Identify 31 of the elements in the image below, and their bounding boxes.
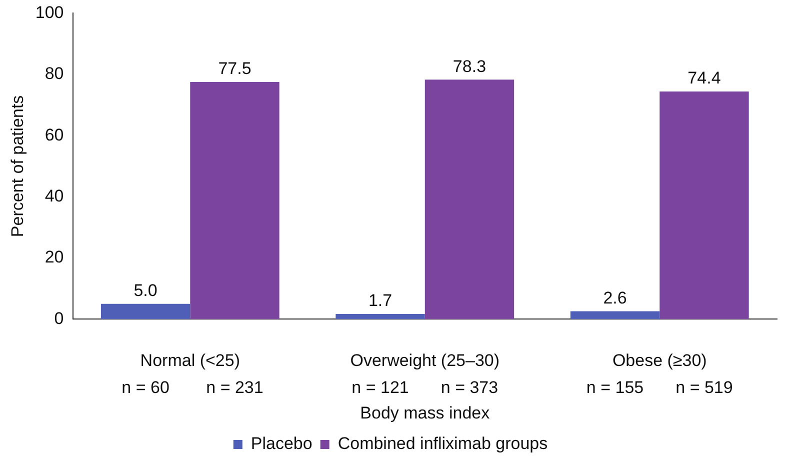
y-tick-label: 100: [35, 2, 64, 22]
x-tick-label: Normal (<25): [140, 351, 240, 370]
y-tick-label: 20: [44, 248, 64, 267]
bar: [336, 314, 425, 320]
text: n = 60: [122, 378, 170, 398]
text: n = 155: [586, 378, 644, 398]
text: n = 231: [206, 378, 264, 398]
x-tick-label: Obese (≥30): [612, 351, 707, 370]
legend-label: Combined infliximab groups: [338, 434, 548, 454]
bar: [660, 92, 749, 320]
y-tick-label: 80: [44, 64, 64, 84]
bar: [424, 80, 514, 320]
bar: [190, 82, 280, 320]
x-tick-label: Overweight (25–30): [350, 351, 500, 370]
data-label: 78.3: [452, 56, 486, 76]
legend-label: Placebo: [250, 434, 312, 454]
y-tick-label: 60: [44, 125, 64, 144]
data-label: 77.5: [218, 59, 252, 78]
x-axis-title: Body mass index: [360, 403, 490, 422]
data-label: 74.4: [688, 68, 721, 88]
data-label: 5.0: [134, 281, 158, 300]
y-tick-label: 0: [54, 308, 64, 328]
bar: [100, 304, 190, 320]
bar: [570, 311, 660, 320]
y-tick-label: 40: [44, 186, 64, 206]
text: n = 373: [440, 378, 498, 398]
text: n = 519: [676, 378, 733, 398]
y-axis-title: Percent of patients: [8, 95, 27, 238]
text: n = 121: [352, 378, 409, 398]
data-label: 1.7: [368, 291, 392, 310]
data-label: 2.6: [603, 288, 627, 308]
